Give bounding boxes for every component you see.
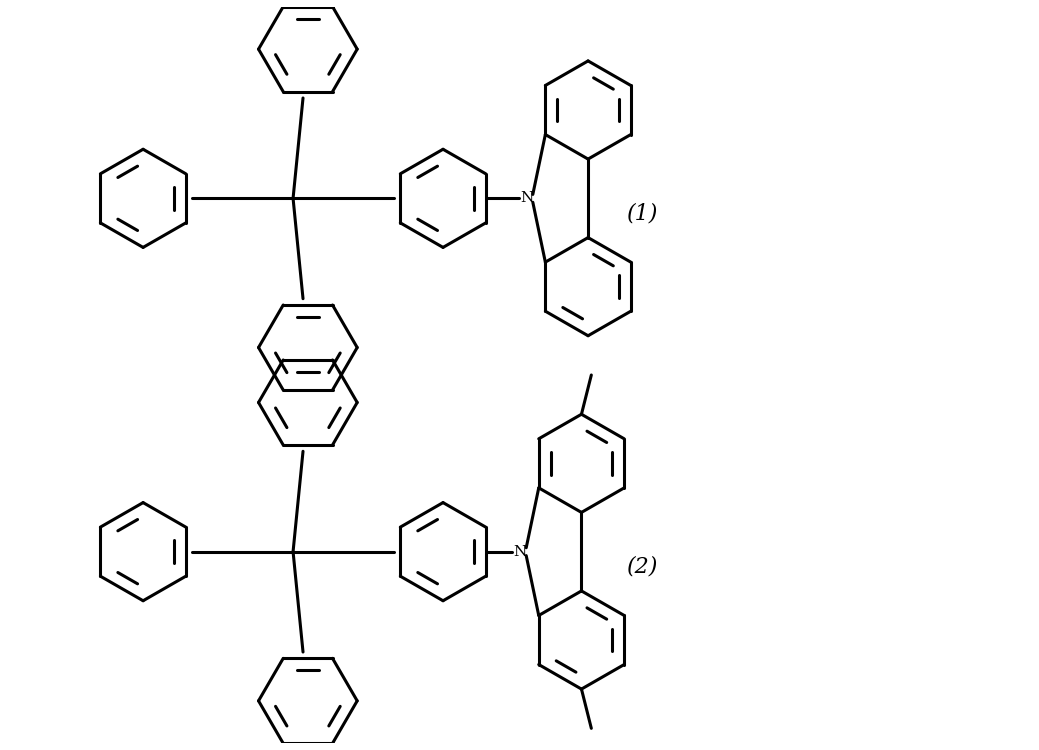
Text: (1): (1) xyxy=(627,202,658,224)
Text: N: N xyxy=(513,544,527,559)
Text: (2): (2) xyxy=(627,556,658,578)
Text: N: N xyxy=(521,191,533,206)
